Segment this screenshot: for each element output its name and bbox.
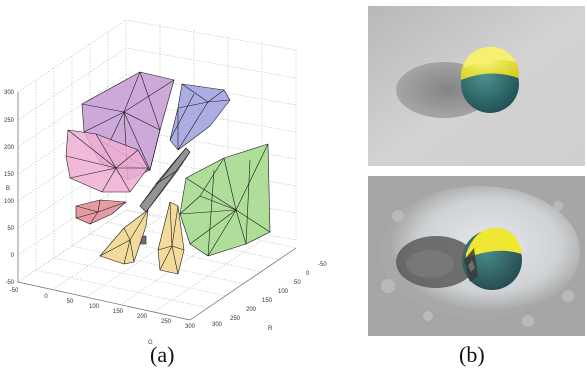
tick-label: 100 xyxy=(4,199,15,205)
photo-segmented-image xyxy=(368,176,585,336)
hull-plot-svg: -50 0 50 100 150 200 250 300 B -50 0 50 … xyxy=(4,19,327,346)
tick-label: 100 xyxy=(89,304,100,310)
tick-label: 300 xyxy=(212,322,223,328)
hull-pink xyxy=(65,129,149,193)
tick-label: 0 xyxy=(11,253,15,259)
right-axis-ticks: -50 0 50 100 150 200 250 300 xyxy=(212,262,327,328)
vertical-axis-ticks: -50 0 50 100 150 200 250 300 xyxy=(4,90,15,286)
photo-original-image xyxy=(368,6,585,166)
hull-dark xyxy=(139,147,191,245)
vertical-axis-label: B xyxy=(6,186,10,192)
tick-label: 200 xyxy=(137,314,148,320)
left-axis-ticks: -50 0 50 100 150 200 250 300 xyxy=(10,288,196,330)
caption-a: (a) xyxy=(150,342,175,367)
tick-label: 250 xyxy=(4,118,15,124)
hulls xyxy=(65,71,271,275)
caption-b: (b) xyxy=(459,342,485,367)
tick-label: 50 xyxy=(67,299,74,305)
tick-label: 250 xyxy=(230,316,241,322)
left-axis-label: G xyxy=(148,340,153,345)
hull-blue xyxy=(169,83,231,151)
tick-label: 200 xyxy=(4,145,15,151)
tick-label: 150 xyxy=(262,298,273,304)
hull-green xyxy=(179,143,271,257)
tick-label: 50 xyxy=(7,226,14,232)
photo-segmented xyxy=(368,176,585,336)
tick-label: 0 xyxy=(44,294,48,300)
tick-label: 250 xyxy=(161,319,172,325)
tick-label: -50 xyxy=(10,288,19,294)
tick-label: 150 xyxy=(4,172,15,178)
tick-label: 200 xyxy=(246,307,257,313)
tick-label: 300 xyxy=(185,324,196,330)
tick-label: 0 xyxy=(306,271,310,277)
tick-label: -50 xyxy=(318,262,327,268)
photo-original xyxy=(368,6,585,166)
hull-red xyxy=(75,199,127,225)
axes-frame xyxy=(17,92,297,321)
panel-a-3d-plot: -50 0 50 100 150 200 250 300 B -50 0 50 … xyxy=(4,19,327,346)
tick-label: 150 xyxy=(113,309,124,315)
tick-label: 300 xyxy=(4,90,15,96)
right-axis-label: R xyxy=(268,326,273,332)
tick-label: -50 xyxy=(5,280,14,286)
hull-yellow-right xyxy=(157,201,185,275)
hull-yellow-left xyxy=(99,209,149,265)
tick-label: 50 xyxy=(294,280,301,286)
tick-label: 100 xyxy=(278,289,289,295)
